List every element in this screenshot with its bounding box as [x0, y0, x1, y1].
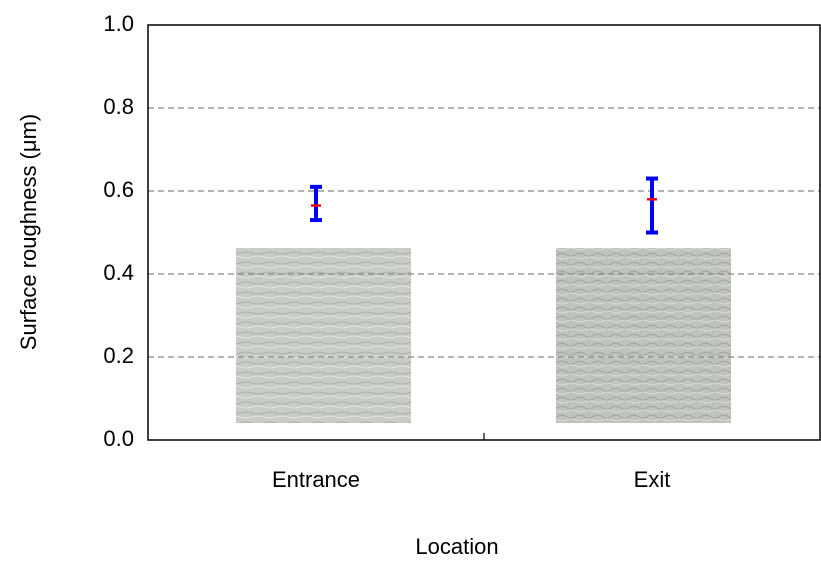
micrograph-inset — [556, 248, 731, 423]
y-tick-label: 0.6 — [103, 177, 134, 202]
y-tick-label: 0.2 — [103, 343, 134, 368]
y-tick-label: 0.8 — [103, 94, 134, 119]
y-tick-label: 0.4 — [103, 260, 134, 285]
y-tick-label: 1.0 — [103, 11, 134, 36]
micrograph-inset — [236, 248, 411, 423]
x-axis-label: Location — [415, 534, 498, 559]
x-tick-label: Exit — [634, 467, 671, 492]
y-tick-label: 0.0 — [103, 426, 134, 451]
x-tick-label: Entrance — [272, 467, 360, 492]
y-axis-label: Surface roughness (μm) — [16, 114, 41, 350]
